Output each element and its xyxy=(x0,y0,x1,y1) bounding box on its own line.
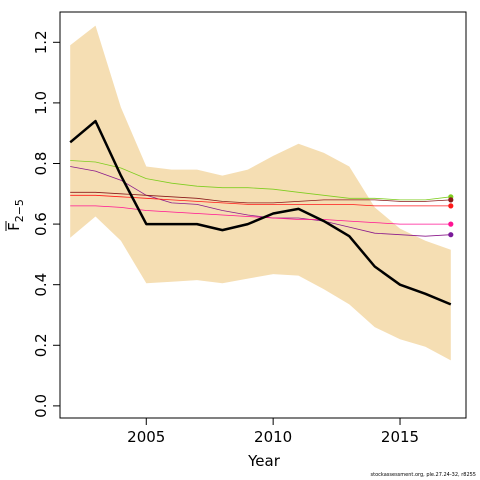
y-tick-label: 0.4 xyxy=(32,273,50,297)
y-tick-label: 0.6 xyxy=(32,212,50,236)
endpoint-marker-3 xyxy=(448,203,454,209)
endpoint-marker-4 xyxy=(448,221,454,227)
y-tick-label: 0.0 xyxy=(32,394,50,418)
y-axis: 0.0 0.2 0.4 0.6 0.8 1.0 1.2 xyxy=(32,30,61,418)
endpoint-layer xyxy=(448,194,454,238)
confidence-band xyxy=(70,25,451,361)
y-axis-title: F2−5 xyxy=(5,199,26,231)
x-tick-label: 2010 xyxy=(254,428,292,446)
x-tick-label: 2005 xyxy=(127,428,165,446)
series-line-2 xyxy=(70,160,451,201)
y-tick-label: 0.2 xyxy=(32,333,50,357)
credit-text: stockassessment.org, ple.27.24-32, r8255 xyxy=(370,472,476,478)
y-tick-label: 0.8 xyxy=(32,152,50,176)
svg-text:F2−5: F2−5 xyxy=(5,199,26,231)
y-tick-label: 1.2 xyxy=(32,30,50,54)
x-axis-title: Year xyxy=(247,452,281,470)
series-line-6 xyxy=(70,205,451,225)
series-line-1 xyxy=(69,119,452,306)
confidence-band-layer xyxy=(70,25,451,361)
x-tick-label: 2015 xyxy=(381,428,419,446)
series-line-3 xyxy=(70,166,451,237)
y-axis-title-sub: 2−5 xyxy=(13,199,26,222)
y-axis-title-main: F xyxy=(5,222,23,231)
series-line-4 xyxy=(70,191,451,204)
series-layer xyxy=(69,119,452,306)
x-axis: 2005 2010 2015 xyxy=(127,417,419,446)
endpoint-marker-5 xyxy=(448,232,454,238)
endpoint-marker-2 xyxy=(448,197,454,203)
y-tick-label: 1.0 xyxy=(32,91,50,115)
